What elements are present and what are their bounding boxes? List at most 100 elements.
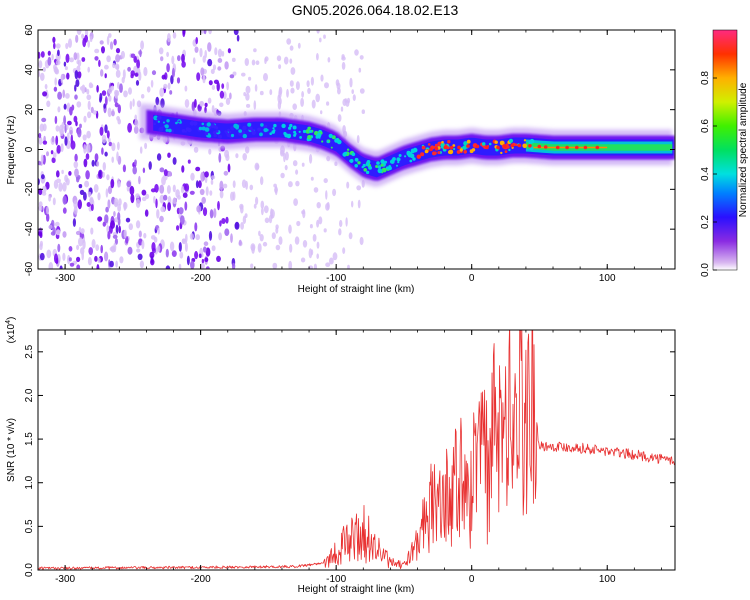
ridge-peak	[485, 145, 489, 150]
noise-speck	[169, 90, 173, 95]
noise-speck	[57, 243, 61, 253]
noise-speck	[244, 58, 249, 66]
noise-speck	[358, 67, 362, 73]
noise-speck	[42, 140, 48, 145]
noise-speck	[253, 100, 257, 110]
ridge-peak	[528, 144, 532, 148]
noise-speck	[39, 252, 45, 261]
noise-speck	[104, 73, 107, 79]
ridge-speck	[481, 142, 486, 146]
ridge-speck	[299, 136, 302, 139]
noise-speck	[88, 82, 93, 89]
noise-speck	[41, 174, 45, 180]
noise-speck	[286, 88, 289, 98]
noise-speck	[200, 67, 205, 76]
snr-x-ticks: -300 -200 -100 0 100	[37, 330, 662, 585]
noise-speck	[83, 144, 87, 154]
noise-speck	[295, 169, 299, 175]
noise-speck	[177, 55, 181, 62]
noise-speck	[60, 143, 64, 153]
noise-speck	[231, 262, 236, 269]
noise-speck	[144, 209, 149, 217]
ridge-peak	[475, 144, 480, 149]
noise-speck	[38, 231, 43, 237]
snr-series-line	[38, 330, 675, 570]
noise-speck	[38, 188, 43, 196]
noise-speck	[323, 228, 327, 233]
noise-speck	[205, 186, 209, 196]
spectrogram-xlabel: Height of straight line (km)	[298, 284, 415, 295]
noise-speck	[104, 151, 108, 157]
noise-speck	[68, 38, 72, 48]
noise-speck	[242, 153, 247, 161]
noise-speck	[337, 114, 342, 122]
noise-speck	[151, 70, 157, 76]
noise-speck	[86, 94, 92, 101]
noise-speck	[74, 84, 77, 92]
noise-speck	[297, 42, 301, 49]
noise-speck	[221, 218, 226, 224]
ridge-speck	[175, 121, 178, 125]
noise-speck	[117, 104, 122, 114]
ridge-speck	[515, 143, 518, 147]
noise-speck	[53, 86, 58, 92]
noise-speck	[74, 70, 79, 80]
noise-speck	[139, 260, 144, 269]
noise-speck	[167, 33, 171, 43]
noise-speck	[76, 60, 80, 65]
noise-speck	[116, 64, 120, 71]
noise-speck	[159, 184, 165, 194]
snr-yscale-label: (x104)	[5, 317, 17, 344]
colorbar-tick-label: 0.6	[700, 119, 711, 133]
noise-speck	[110, 178, 115, 189]
noise-speck	[159, 167, 165, 173]
ridge-speck	[398, 154, 402, 157]
ridge-speck	[165, 128, 169, 132]
noise-speck	[316, 53, 319, 61]
noise-speck	[203, 241, 209, 246]
noise-speck	[93, 184, 99, 193]
noise-speck	[359, 55, 364, 60]
noise-speck	[127, 66, 131, 72]
noise-speck	[64, 136, 68, 146]
noise-speck	[155, 198, 158, 209]
noise-speck	[58, 182, 63, 192]
noise-speck	[79, 123, 82, 129]
noise-speck	[288, 224, 292, 234]
ridge-speck	[330, 146, 333, 149]
noise-speck	[99, 40, 104, 45]
ridge-speck	[233, 123, 238, 129]
noise-speck	[51, 157, 56, 164]
noise-speck	[302, 240, 308, 248]
noise-speck	[69, 57, 74, 63]
noise-speck	[117, 118, 121, 125]
noise-speck	[123, 202, 128, 210]
noise-speck	[66, 123, 69, 130]
noise-speck	[246, 103, 251, 108]
noise-speck	[250, 263, 254, 269]
ridge-speck	[157, 120, 160, 123]
noise-speck	[312, 234, 317, 242]
noise-speck	[113, 242, 117, 253]
noise-speck	[50, 150, 54, 155]
y-tick-label: 20	[24, 104, 35, 116]
x-tick-label: -300	[55, 574, 75, 585]
ridge-speck	[153, 122, 156, 126]
noise-speck	[105, 206, 109, 213]
ridge-speck	[215, 129, 219, 133]
ridge-speck	[247, 122, 252, 127]
noise-speck	[274, 185, 278, 196]
noise-speck	[83, 158, 88, 168]
noise-speck	[63, 115, 66, 126]
noise-speck	[195, 234, 200, 241]
noise-speck	[211, 175, 216, 180]
noise-speck	[211, 245, 216, 252]
noise-speck	[112, 62, 116, 69]
noise-speck	[103, 103, 107, 109]
noise-speck	[284, 164, 288, 171]
ridge-speck	[424, 149, 429, 154]
noise-speck	[107, 199, 111, 209]
noise-speck	[130, 193, 135, 204]
noise-speck	[329, 257, 334, 265]
